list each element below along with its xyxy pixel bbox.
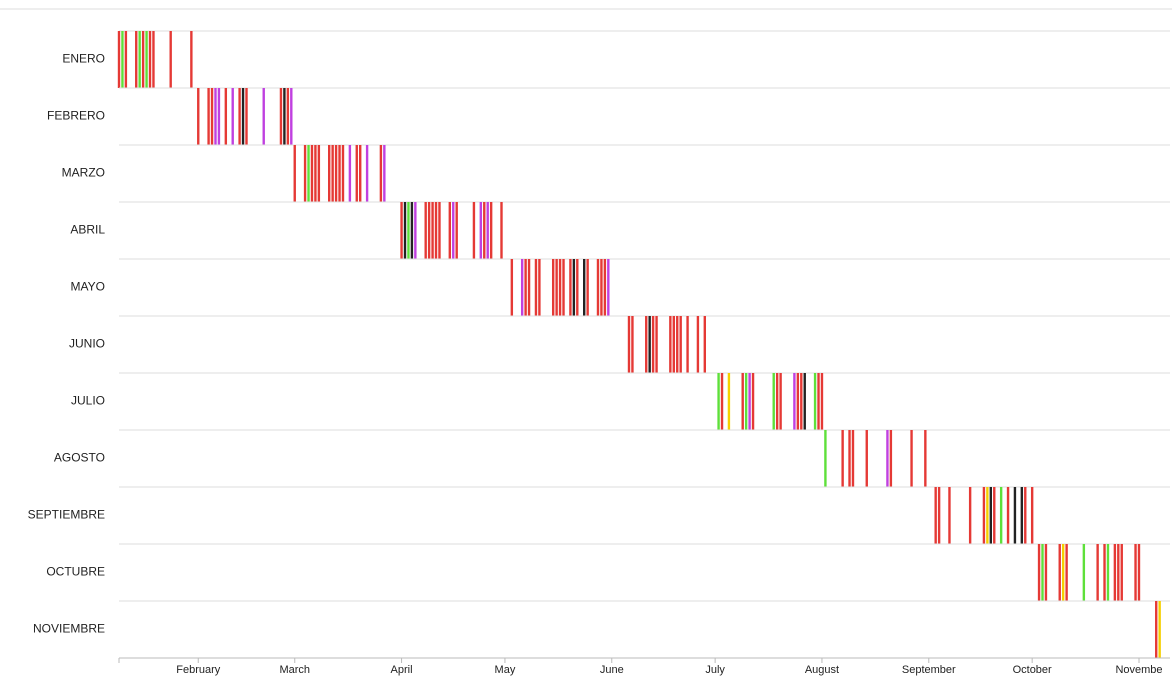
x-tick-label: October — [1013, 664, 1052, 676]
x-tick-label: April — [391, 664, 413, 676]
row-label: OCTUBRE — [46, 565, 105, 579]
row-label: SEPTIEMBRE — [28, 508, 105, 522]
row-label: JUNIO — [69, 337, 105, 351]
row-label: AGOSTO — [54, 451, 105, 465]
row-label: ENERO — [62, 52, 105, 66]
row-label: JULIO — [71, 394, 105, 408]
x-tick-label: July — [705, 664, 725, 676]
row-label: NOVIEMBRE — [33, 622, 105, 636]
x-tick-label: February — [176, 664, 221, 676]
row-label: MAYO — [71, 280, 105, 294]
x-tick-label: September — [902, 664, 956, 676]
x-tick-label: Novembe — [1115, 664, 1162, 676]
row-label: FEBRERO — [47, 109, 105, 123]
x-tick-label: March — [279, 664, 310, 676]
row-label: MARZO — [62, 166, 105, 180]
x-tick-label: August — [805, 664, 839, 676]
x-tick-label: May — [495, 664, 516, 676]
x-tick-label: June — [600, 664, 624, 676]
row-label: ABRIL — [70, 223, 105, 237]
